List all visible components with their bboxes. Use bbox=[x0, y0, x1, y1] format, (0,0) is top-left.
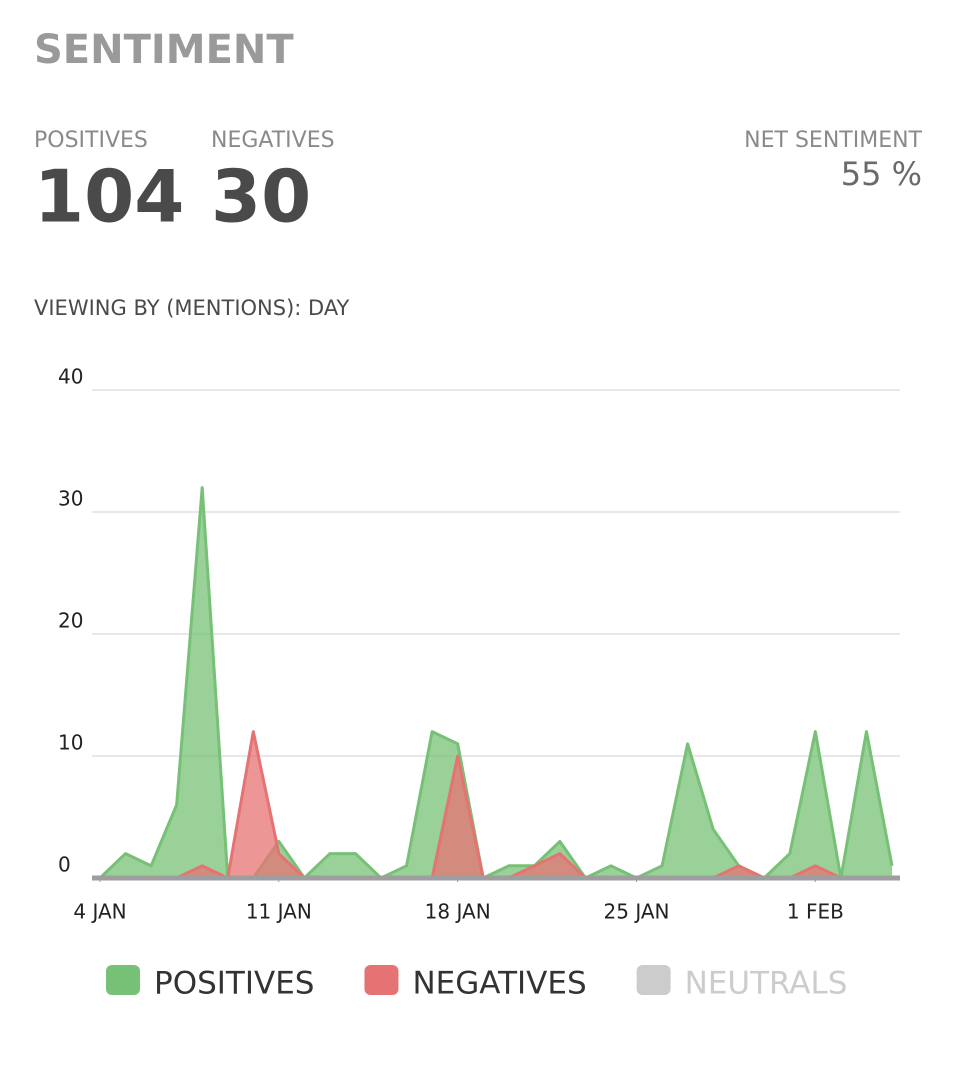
legend-label: NEGATIVES bbox=[412, 966, 586, 1002]
legend-label: NEUTRALS bbox=[685, 966, 848, 1002]
legend-swatch bbox=[636, 965, 671, 995]
net-label: NET SENTIMENT bbox=[744, 128, 922, 153]
stat-label: NEGATIVES bbox=[211, 128, 335, 153]
area-fill bbox=[100, 731, 892, 878]
x-tick-label: 4 JAN bbox=[73, 900, 126, 924]
legend-item[interactable]: POSITIVES bbox=[106, 965, 314, 1002]
viewing-by: VIEWING BY (MENTIONS): DAY bbox=[34, 296, 350, 320]
stat-value: 104 bbox=[34, 155, 184, 239]
legend-item[interactable]: NEUTRALS bbox=[636, 965, 848, 1002]
y-tick-label: 20 bbox=[58, 609, 83, 633]
y-tick-label: 10 bbox=[58, 731, 83, 755]
legend-swatch bbox=[106, 965, 140, 995]
legend-item[interactable]: NEGATIVES bbox=[364, 965, 587, 1002]
area-fill bbox=[100, 487, 892, 878]
y-tick-label: 40 bbox=[58, 365, 83, 389]
legend-swatch bbox=[364, 965, 399, 995]
x-tick-label: 1 FEB bbox=[787, 900, 844, 924]
x-tick-label: 18 JAN bbox=[425, 900, 491, 924]
legend-label: POSITIVES bbox=[154, 966, 314, 1002]
title: SENTIMENT bbox=[34, 27, 294, 73]
y-tick-label: 0 bbox=[58, 853, 71, 877]
x-tick-label: 11 JAN bbox=[246, 900, 312, 924]
y-tick-label: 30 bbox=[58, 487, 83, 511]
stat-value: 30 bbox=[211, 155, 311, 239]
stat-label: POSITIVES bbox=[34, 128, 148, 153]
x-tick-label: 25 JAN bbox=[604, 900, 670, 924]
net-value: 55 % bbox=[841, 155, 922, 193]
